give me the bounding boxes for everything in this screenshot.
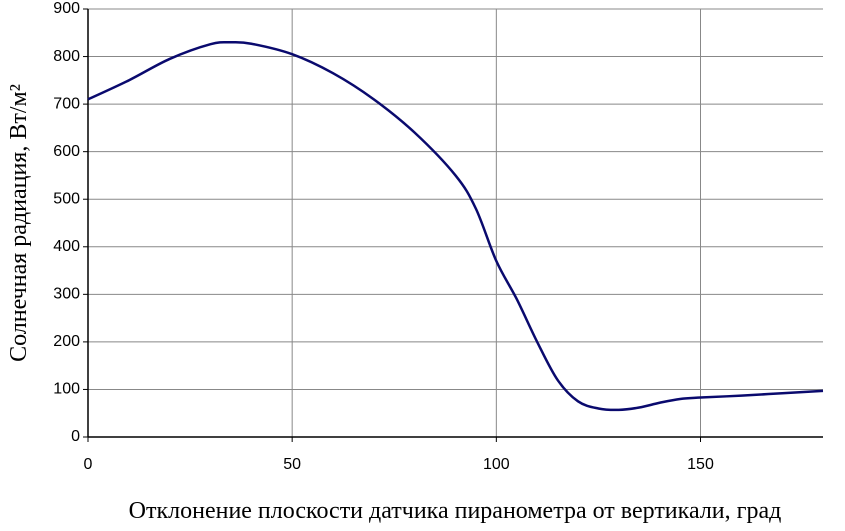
y-tick-label: 200: [53, 333, 80, 350]
y-tick-label: 600: [53, 143, 80, 160]
y-tick-label: 100: [53, 381, 80, 398]
y-tick-label: 400: [53, 238, 80, 255]
y-tick-label: 900: [53, 0, 80, 17]
x-tick-label: 50: [283, 456, 301, 473]
x-tick-label: 100: [483, 456, 510, 473]
y-tick-label: 700: [53, 95, 80, 112]
y-tick-label: 300: [53, 286, 80, 303]
x-tick-label: 0: [84, 456, 93, 473]
y-tick-label: 0: [71, 428, 80, 445]
x-axis-title: Отклонение плоскости датчика пиранометра…: [129, 498, 782, 524]
y-tick-label: 800: [53, 48, 80, 65]
y-tick-label: 500: [53, 190, 80, 207]
y-axis-title: Солнечная радиация, Вт/м²: [6, 84, 32, 362]
x-tick-label: 150: [687, 456, 714, 473]
line-series: [87, 40, 824, 412]
